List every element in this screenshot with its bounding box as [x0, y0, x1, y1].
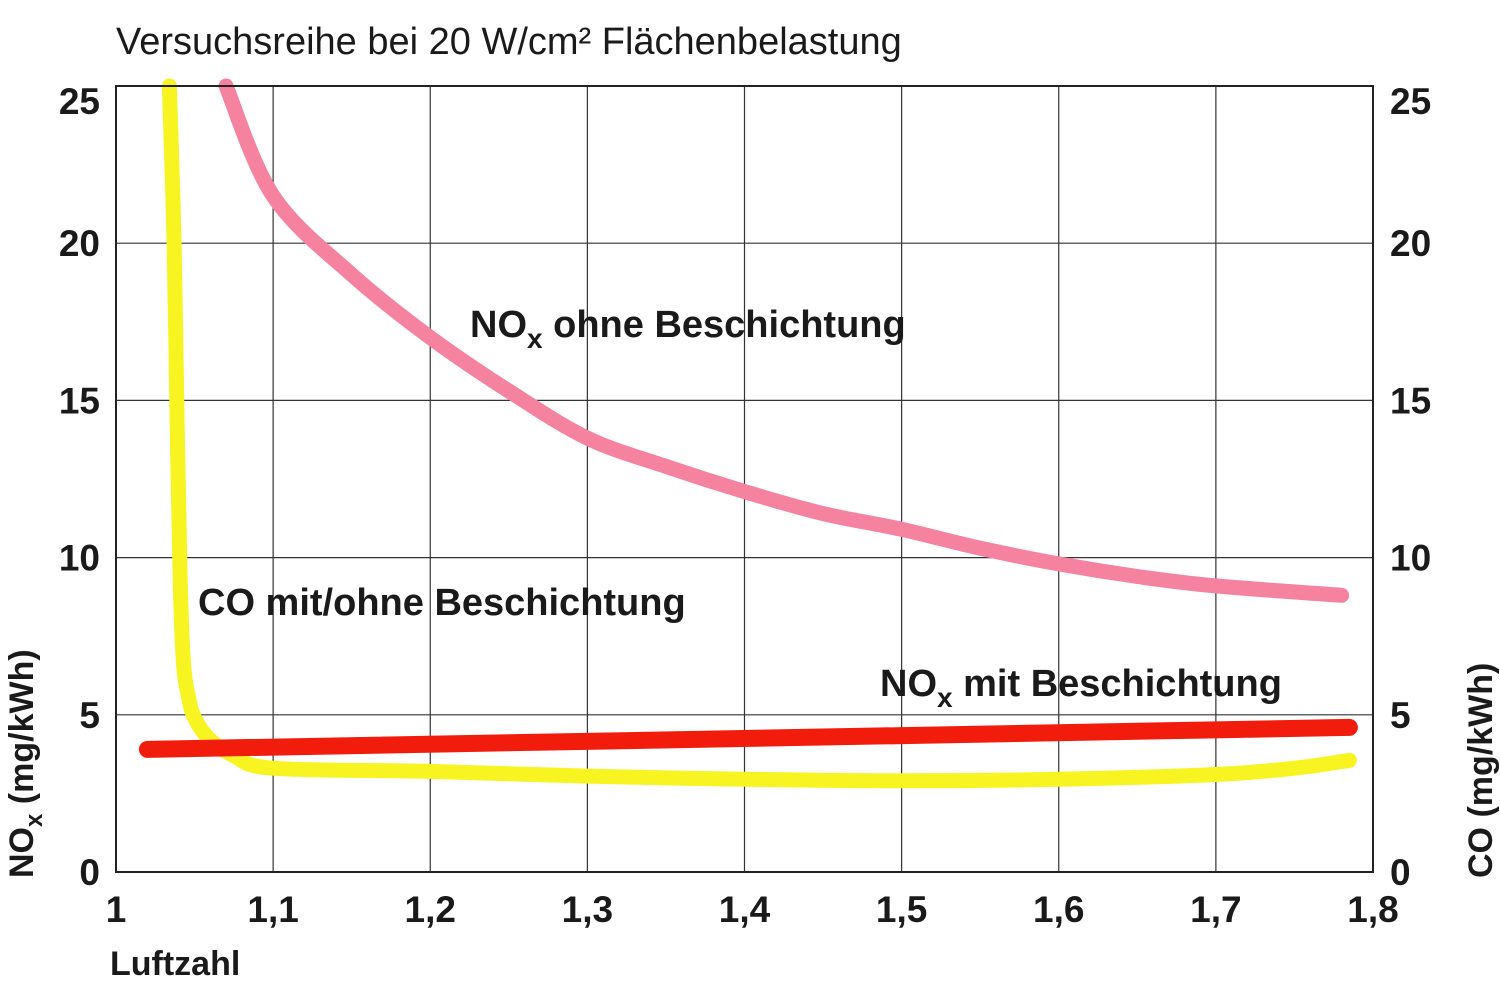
- series-label-nox-mit-main: NO: [880, 663, 937, 705]
- y-tick-label-left: 20: [59, 223, 100, 264]
- x-tick-labels: 1 1,1 1,2 1,3 1,4 1,5 1,6 1,7 1,8: [106, 889, 1399, 930]
- series-label-nox-ohne-rest: ohne Beschichtung: [543, 304, 906, 346]
- x-tick-label: 1,2: [405, 889, 456, 930]
- x-tick-label: 1,4: [719, 889, 771, 930]
- y-tick-label-left: 25: [59, 81, 100, 122]
- x-tick-label: 1,8: [1347, 889, 1398, 930]
- y-tick-label-right: 10: [1390, 538, 1431, 579]
- y-axis-label-left-main: NO: [3, 827, 41, 878]
- y-axis-label-left: NOx (mg/kWh): [3, 649, 48, 878]
- series-label-nox-mit-sub: x: [937, 682, 953, 713]
- series-label-nox-ohne-main: NO: [470, 304, 527, 346]
- y-axis-label-left-sub: x: [21, 813, 48, 827]
- y-axis-label-right: CO (mg/kWh): [1462, 663, 1500, 878]
- y-tick-label-left: 10: [59, 538, 100, 579]
- series-label-co: CO mit/ohne Beschichtung: [198, 582, 686, 624]
- series-line-nox-mit: [138, 718, 1358, 758]
- y-tick-label-left: 5: [79, 695, 100, 736]
- x-axis-label: Luftzahl: [110, 945, 240, 981]
- y-tick-labels-left: 0 5 10 15 20 25: [59, 81, 100, 893]
- series-label-nox-ohne-sub: x: [527, 323, 543, 354]
- y-tick-label-right: 15: [1390, 380, 1431, 421]
- y-tick-label-left: 15: [59, 380, 100, 421]
- plot-series: [138, 78, 1358, 789]
- x-tick-label: 1,1: [247, 889, 298, 930]
- x-tick-label: 1,7: [1190, 889, 1241, 930]
- x-tick-label: 1: [106, 889, 127, 930]
- series-label-nox-mit: NOx mit Beschichtung: [880, 663, 1282, 713]
- x-tick-label: 1,6: [1033, 889, 1084, 930]
- grid: [115, 85, 1374, 873]
- series-label-nox-mit-rest: mit Beschichtung: [953, 663, 1282, 705]
- series-label-nox-ohne: NOx ohne Beschichtung: [470, 304, 906, 354]
- plot-frame: [115, 85, 1374, 873]
- series-line-nox-ohne: [218, 78, 1350, 603]
- y-tick-label-right: 0: [1390, 852, 1411, 893]
- x-tick-label: 1,3: [562, 889, 613, 930]
- y-tick-label-left: 0: [79, 852, 100, 893]
- y-tick-label-right: 25: [1390, 81, 1431, 122]
- y-axis-label-left-unit: (mg/kWh): [3, 649, 41, 813]
- x-tick-label: 1,5: [876, 889, 927, 930]
- y-tick-labels-right: 0 5 10 15 20 25: [1390, 81, 1431, 893]
- series-line-co: [161, 78, 1357, 789]
- y-tick-label-right: 20: [1390, 223, 1431, 264]
- chart-title: Versuchsreihe bei 20 W/cm² Flächenbelast…: [116, 21, 902, 63]
- y-tick-label-right: 5: [1390, 695, 1411, 736]
